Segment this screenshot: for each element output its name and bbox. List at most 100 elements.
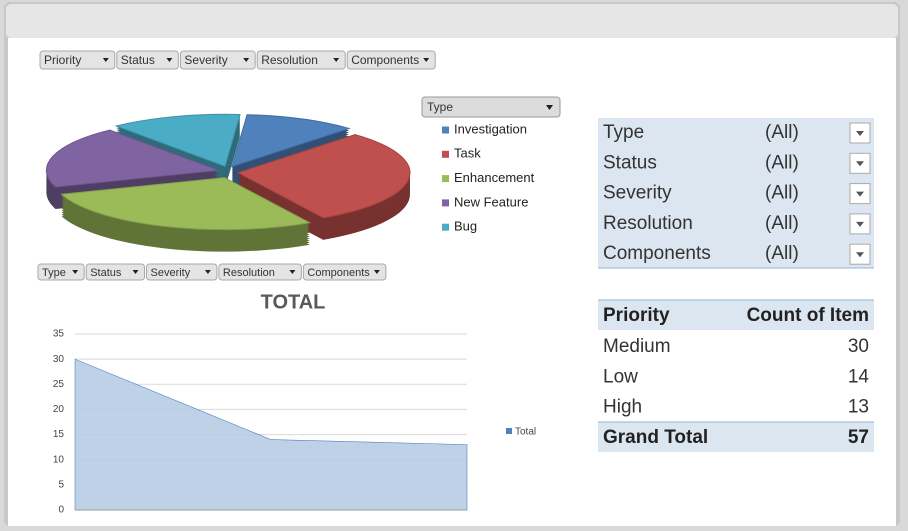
button-label[interactable]: Status — [121, 53, 155, 67]
legend-swatch — [442, 175, 449, 183]
field-button[interactable]: Resolution — [218, 263, 302, 281]
pie-slice — [236, 134, 411, 219]
legend-swatch — [442, 150, 449, 158]
legend-label: Enhancement — [454, 170, 535, 185]
field-button[interactable]: Status — [85, 263, 145, 281]
dropdown-arrow[interactable] — [289, 270, 296, 274]
button-label[interactable]: Status — [90, 267, 122, 279]
legend-swatch — [442, 199, 449, 207]
dropdown-arrow[interactable] — [856, 252, 864, 258]
field-button[interactable]: Priority — [39, 50, 116, 70]
button-box[interactable] — [146, 263, 218, 281]
y-tick-label: 15 — [53, 429, 65, 440]
dropdown-arrow[interactable] — [102, 58, 109, 62]
pivot-row-label: Medium — [603, 336, 671, 357]
chart-title: TOTAL — [261, 291, 326, 313]
filter-value: (All) — [765, 213, 799, 234]
button-box[interactable] — [85, 263, 145, 281]
button-box[interactable] — [37, 263, 85, 281]
button-label[interactable]: Severity — [151, 267, 191, 279]
filter-field: Severity — [603, 183, 672, 204]
legend-label: Investigation — [454, 121, 527, 136]
button-box[interactable] — [346, 50, 436, 70]
button-box[interactable] — [39, 50, 116, 70]
dropdown-arrow[interactable] — [423, 58, 430, 62]
button-box[interactable] — [256, 50, 346, 70]
legend-label: New Feature — [454, 194, 528, 209]
dropdown-arrow[interactable] — [72, 270, 79, 274]
legend-dropdown[interactable]: Type — [421, 96, 561, 118]
field-button[interactable]: Components — [302, 263, 387, 281]
title-bar — [6, 4, 898, 38]
legend-swatch — [442, 223, 449, 231]
content: Priority Status Severity Resolution Componen… — [37, 50, 874, 516]
dropdown-arrow[interactable] — [373, 270, 380, 274]
pivot-header: Count of Item — [747, 305, 869, 326]
legend-title[interactable]: Type — [427, 100, 453, 114]
dropdown-arrow[interactable] — [856, 221, 864, 227]
legend-swatch — [506, 428, 512, 434]
dropdown-arrow[interactable] — [856, 191, 864, 197]
dropdown-arrow[interactable] — [546, 105, 553, 110]
dropdown-arrow[interactable] — [243, 58, 250, 62]
pie-slice — [231, 114, 351, 168]
pivot-row-label: High — [603, 397, 642, 418]
pivot-row-value: 30 — [848, 336, 869, 357]
button-label[interactable]: Priority — [44, 53, 81, 67]
pivot-total-label: Grand Total — [603, 427, 708, 448]
button-box[interactable] — [218, 263, 302, 281]
button-label[interactable]: Resolution — [261, 53, 318, 67]
button-label[interactable]: Components — [307, 267, 370, 279]
button-label[interactable]: Severity — [184, 53, 227, 67]
y-tick-label: 25 — [53, 379, 65, 390]
filter-value: (All) — [765, 122, 799, 143]
filter-field: Status — [603, 152, 657, 173]
pie-slice — [60, 177, 312, 231]
y-tick-label: 0 — [58, 505, 64, 516]
dropdown-arrow[interactable] — [333, 58, 340, 62]
button-box[interactable] — [302, 263, 387, 281]
dropdown-box[interactable] — [421, 96, 561, 118]
dropdown-arrow[interactable] — [856, 131, 864, 136]
button-label[interactable]: Resolution — [223, 267, 275, 279]
legend-label: Total — [515, 427, 536, 438]
filter-field: Type — [603, 122, 644, 143]
pie-slice — [45, 129, 219, 188]
y-tick-label: 30 — [53, 354, 65, 365]
pivot-row-value: 14 — [848, 366, 870, 387]
dropdown-arrow[interactable] — [204, 270, 211, 274]
pivot-total-bg — [598, 422, 874, 452]
field-button[interactable]: Status — [116, 50, 179, 70]
pivot-total-value: 57 — [848, 427, 869, 448]
filter-value: (All) — [765, 183, 799, 204]
field-button[interactable]: Severity — [146, 263, 218, 281]
y-tick-label: 10 — [53, 454, 65, 465]
field-button[interactable]: Type — [37, 263, 85, 281]
y-tick-label: 5 — [58, 479, 64, 490]
legend-swatch — [442, 126, 449, 134]
field-button[interactable]: Components — [346, 50, 436, 70]
filter-field: Components — [603, 243, 711, 264]
button-label[interactable]: Type — [42, 267, 66, 279]
pivot-header: Priority — [603, 305, 670, 326]
filter-field: Resolution — [603, 213, 693, 234]
button-label[interactable]: Components — [351, 53, 419, 67]
field-button[interactable]: Resolution — [256, 50, 346, 70]
filter-value: (All) — [765, 152, 799, 173]
pivot-row-label: Low — [603, 366, 638, 387]
dropdown-arrow[interactable] — [132, 270, 139, 274]
legend-label: Bug — [454, 219, 477, 234]
field-button[interactable]: Severity — [179, 50, 256, 70]
pivot-header-bg — [598, 300, 874, 330]
button-box[interactable] — [179, 50, 256, 70]
y-tick-label: 35 — [53, 329, 65, 340]
filter-table-bg — [598, 118, 874, 268]
pivot-row-value: 13 — [848, 397, 869, 418]
y-tick-label: 20 — [53, 404, 65, 415]
legend-label: Task — [454, 146, 481, 161]
button-box[interactable] — [116, 50, 179, 70]
dropdown-arrow[interactable] — [856, 161, 864, 167]
pie-slice — [114, 113, 241, 167]
dropdown-arrow[interactable] — [166, 58, 173, 62]
